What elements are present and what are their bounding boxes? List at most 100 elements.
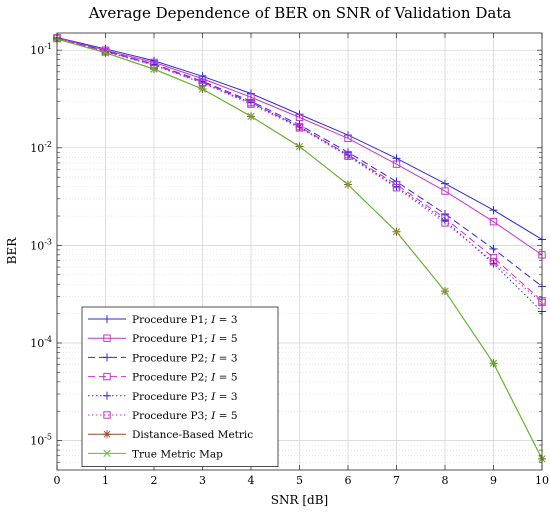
y-tick-base: 10 xyxy=(30,435,44,448)
data-point-plus-marker xyxy=(489,206,498,215)
data-point-x-marker xyxy=(295,142,304,151)
legend-label-variable: I xyxy=(210,372,216,384)
x-tick-label: 8 xyxy=(442,474,449,487)
x-tick-label: 1 xyxy=(102,474,109,487)
data-point-x-marker xyxy=(103,449,111,458)
legend-label-suffix: = 5 xyxy=(215,372,237,384)
legend-entry: Distance-Based Metric xyxy=(88,429,253,441)
y-tick-exponent: -1 xyxy=(44,42,52,51)
data-point-square-marker xyxy=(295,113,304,122)
y-tick-exponent: -4 xyxy=(44,335,52,344)
x-axis-label: SNR [dB] xyxy=(271,493,328,507)
legend-entry: Procedure P1; I = 5 xyxy=(88,333,238,345)
legend-label-suffix: = 3 xyxy=(215,352,237,364)
legend-label-suffix: = 3 xyxy=(215,391,237,403)
y-tick-exponent: -3 xyxy=(44,237,52,246)
legend-label-variable: I xyxy=(210,333,216,345)
data-point-x-marker xyxy=(150,65,158,73)
legend-entry: Procedure P1; I = 3 xyxy=(88,314,238,326)
y-tick-exponent: -5 xyxy=(44,433,52,442)
data-point-square-marker xyxy=(344,134,352,143)
y-tick-label: 10-2 xyxy=(30,140,52,155)
data-point-x-marker xyxy=(392,228,401,236)
legend-label-variable: I xyxy=(210,314,216,326)
x-tick-label: 7 xyxy=(393,474,400,487)
y-tick-label: 10-1 xyxy=(30,42,52,57)
legend-label: True Metric Map xyxy=(132,448,223,460)
legend-label-prefix: Procedure P2; xyxy=(132,352,211,364)
legend-label-suffix: = 5 xyxy=(215,333,237,345)
data-point-square-marker xyxy=(489,217,498,226)
y-tick-base: 10 xyxy=(30,142,44,155)
data-point-x-marker xyxy=(198,85,207,93)
data-point-square-marker xyxy=(441,219,449,227)
series-line xyxy=(56,37,543,256)
legend-label-suffix: = 3 xyxy=(215,314,237,326)
data-point-x-marker xyxy=(489,359,498,367)
legend-entry: Procedure P2; I = 5 xyxy=(88,372,238,384)
x-tick-label: 3 xyxy=(199,474,206,487)
legend-label-suffix: = 5 xyxy=(215,410,237,422)
legend-label: Procedure P2; I = 3 xyxy=(132,352,238,364)
x-tick-label: 9 xyxy=(490,474,497,487)
legend-label-prefix: Procedure P1; xyxy=(132,314,211,326)
data-point-square-marker xyxy=(103,372,111,381)
data-point-square-marker xyxy=(344,152,352,160)
legend-entry: Procedure P3; I = 5 xyxy=(88,410,238,422)
legend-label-variable: I xyxy=(210,352,216,364)
data-point-square-marker xyxy=(103,334,111,342)
y-tick-base: 10 xyxy=(30,239,44,252)
legend-label-variable: I xyxy=(210,410,216,422)
legend-label: Distance-Based Metric xyxy=(132,429,253,441)
data-point-square-marker xyxy=(489,258,498,266)
legend-label-variable: I xyxy=(210,391,216,403)
data-point-square-marker xyxy=(392,184,401,192)
data-point-x-marker xyxy=(101,49,110,57)
data-point-plus-marker xyxy=(489,244,498,253)
legend-label-prefix: Procedure P2; xyxy=(132,372,211,384)
series-4 xyxy=(53,34,546,316)
legend-label: Procedure P1; I = 3 xyxy=(132,314,238,326)
legend-label-prefix: Procedure P3; xyxy=(132,391,211,403)
data-point-x-marker xyxy=(441,287,449,295)
legend-label: Procedure P2; I = 5 xyxy=(132,372,238,384)
data-point-plus-marker xyxy=(247,98,255,107)
data-point-plus-marker xyxy=(441,179,449,188)
data-point-asterisk-marker xyxy=(103,430,111,439)
data-point-x-marker xyxy=(247,112,255,120)
legend-entry: True Metric Map xyxy=(88,448,223,460)
legend-label-prefix: True Metric Map xyxy=(132,448,223,460)
legend-label-prefix: Procedure P3; xyxy=(132,410,211,422)
data-point-x-marker xyxy=(344,180,352,189)
y-tick-base: 10 xyxy=(30,44,44,57)
y-tick-label: 10-3 xyxy=(30,237,52,252)
data-point-square-marker xyxy=(247,100,255,108)
y-axis-label: BER xyxy=(5,237,19,265)
legend-entry: Procedure P2; I = 3 xyxy=(88,352,238,364)
y-tick-exponent: -2 xyxy=(44,140,52,149)
y-tick-label: 10-4 xyxy=(30,335,52,350)
legend-label: Procedure P1; I = 5 xyxy=(132,333,238,345)
data-point-plus-marker xyxy=(103,353,111,362)
legend-label: Procedure P3; I = 3 xyxy=(132,391,238,403)
x-tick-label: 0 xyxy=(54,474,61,487)
x-tick-label: 4 xyxy=(248,474,255,487)
legend-entry: Procedure P3; I = 3 xyxy=(88,391,238,403)
data-point-plus-marker xyxy=(392,182,401,191)
x-tick-label: 5 xyxy=(296,474,303,487)
legend-label-prefix: Distance-Based Metric xyxy=(132,429,253,441)
data-point-square-marker xyxy=(103,411,111,419)
y-tick-base: 10 xyxy=(30,337,44,350)
data-point-plus-marker xyxy=(489,259,498,268)
legend-label: Procedure P3; I = 5 xyxy=(132,410,238,422)
data-point-square-marker xyxy=(392,160,401,168)
legend-label-prefix: Procedure P1; xyxy=(132,333,211,345)
data-point-plus-marker xyxy=(103,315,111,323)
x-tick-label: 6 xyxy=(345,474,352,487)
y-tick-label: 10-5 xyxy=(30,433,52,448)
legend-box xyxy=(81,306,279,468)
chart-title: Average Dependence of BER on SNR of Vali… xyxy=(88,4,512,22)
